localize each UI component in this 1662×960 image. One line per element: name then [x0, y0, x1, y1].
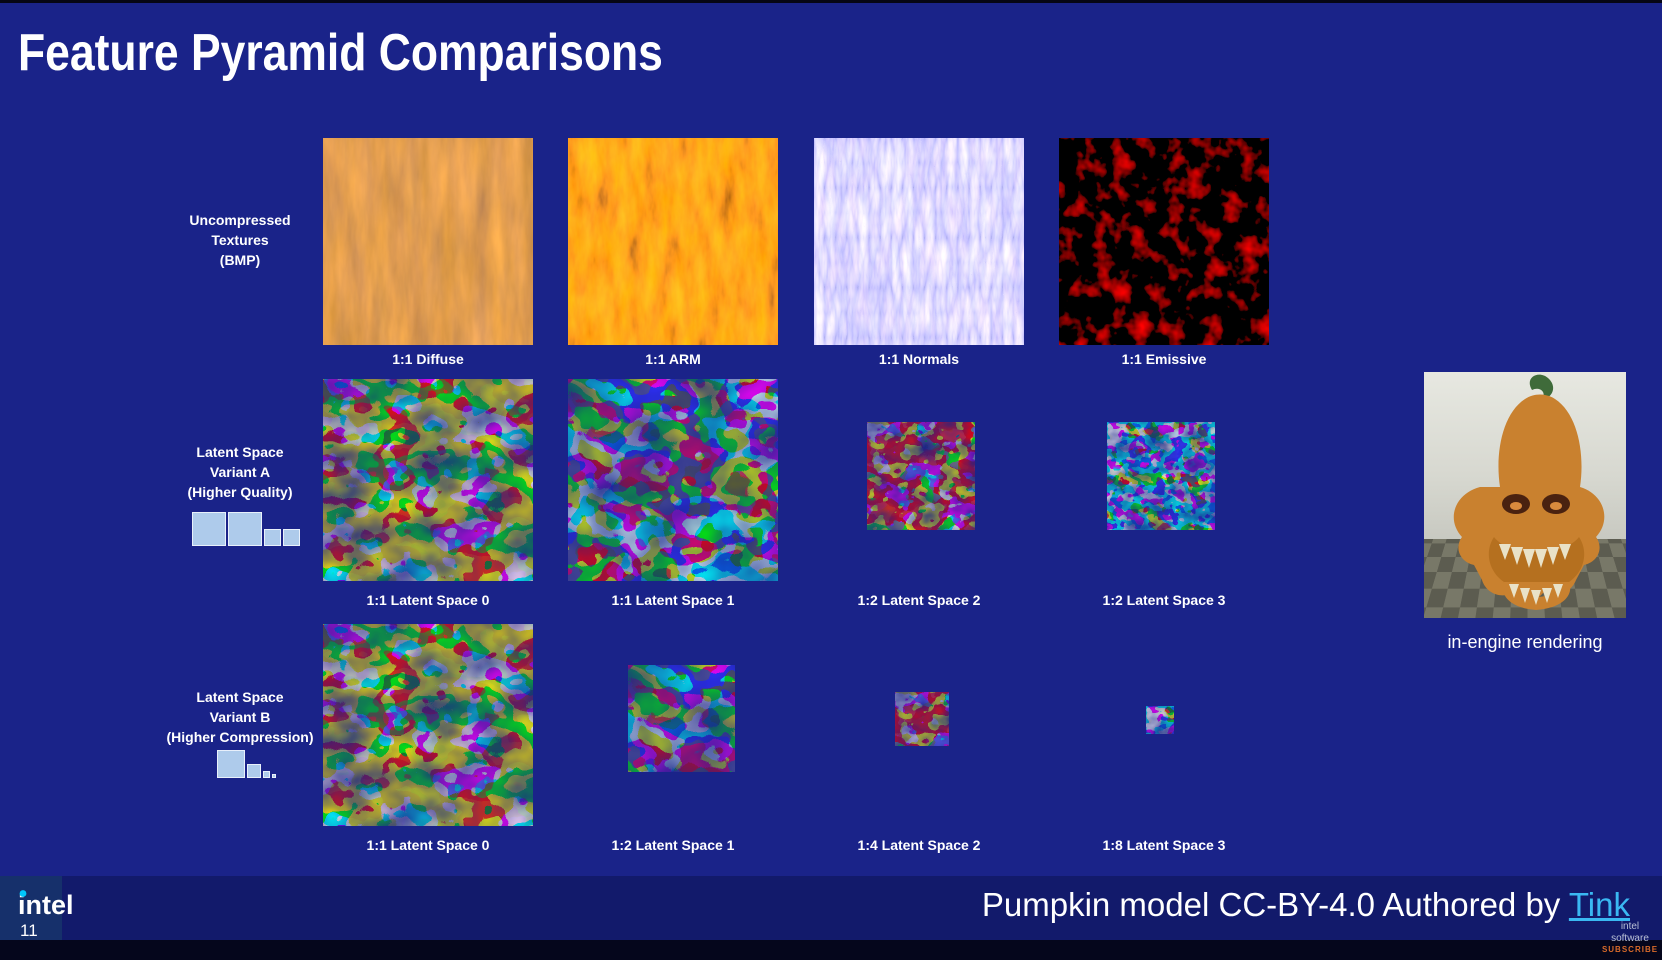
svg-text:intel: intel [18, 890, 74, 920]
